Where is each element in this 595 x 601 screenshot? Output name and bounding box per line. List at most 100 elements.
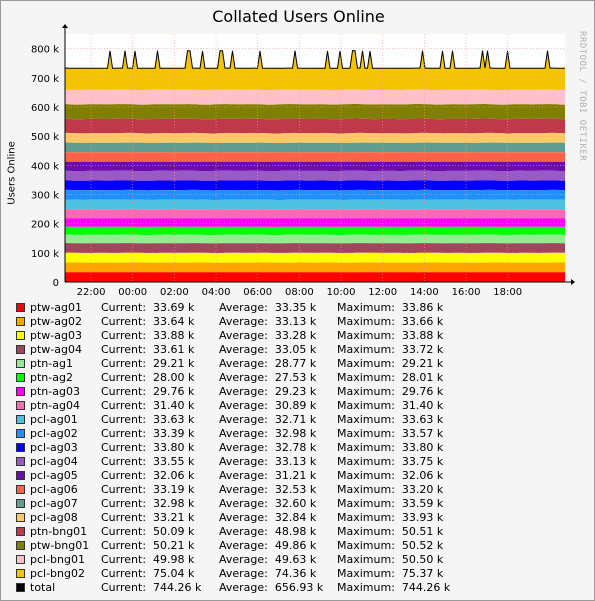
area-ptw-ag03	[65, 252, 565, 263]
area-ptn-bng01	[65, 118, 565, 134]
legend-swatch	[16, 359, 25, 368]
legend-current: Current: 33.63 k	[101, 413, 195, 426]
legend-row-pcl-ag02: pcl-ag02 Current: 33.39 k Average: 32.98 k…	[15, 427, 585, 441]
legend-name: ptn-bng01	[30, 525, 88, 538]
legend-average: Average: 29.23 k	[219, 385, 317, 398]
legend-current: Current: 33.39 k	[101, 427, 195, 440]
legend-row-ptn-ag03: ptn-ag03 Current: 29.76 k Average: 29.23 k…	[15, 385, 585, 399]
x-tick-label: 12:00	[368, 287, 397, 298]
legend-name: total	[30, 581, 56, 594]
x-tick-label: 18:00	[493, 287, 522, 298]
legend-name: pcl-ag04	[30, 455, 78, 468]
area-pcl-ag01	[65, 199, 565, 210]
y-tick-label: 0	[53, 278, 59, 289]
legend-current: Current: 33.64 k	[101, 315, 195, 328]
legend-name: ptn-ag04	[30, 399, 80, 412]
watermark: RRDTOOL / TOBI OETIKER	[577, 31, 587, 162]
legend-name: ptw-bng01	[30, 539, 90, 552]
y-tick-label: 700 k	[31, 74, 59, 85]
legend-current: Current: 29.76 k	[101, 385, 195, 398]
legend-row-pcl-ag05: pcl-ag05 Current: 32.06 k Average: 31.21 k…	[15, 469, 585, 483]
legend-swatch	[16, 317, 25, 326]
legend-maximum: Maximum: 50.52 k	[337, 539, 444, 552]
legend-average: Average: 49.63 k	[219, 553, 317, 566]
legend-average: Average: 27.53 k	[219, 371, 317, 384]
legend-name: pcl-ag08	[30, 511, 78, 524]
legend-maximum: Maximum: 33.93 k	[337, 511, 444, 524]
legend-maximum: Maximum: 33.63 k	[337, 413, 444, 426]
legend-row-pcl-ag01: pcl-ag01 Current: 33.63 k Average: 32.71 k…	[15, 413, 585, 427]
legend-maximum: Maximum: 33.66 k	[337, 315, 444, 328]
legend-name: ptw-ag02	[30, 315, 82, 328]
legend-maximum: Maximum: 33.88 k	[337, 329, 444, 342]
legend-average: Average: 32.60 k	[219, 497, 317, 510]
legend-current: Current: 31.40 k	[101, 399, 195, 412]
legend-maximum: Maximum: 744.26 k	[337, 581, 451, 594]
legend-name: pcl-ag06	[30, 483, 78, 496]
legend-current: Current: 33.61 k	[101, 343, 195, 356]
legend-name: pcl-ag05	[30, 469, 78, 482]
x-tick-label: 06:00	[243, 287, 272, 298]
legend-swatch	[16, 415, 25, 424]
y-axis-arrow	[62, 24, 68, 28]
x-tick-label: 04:00	[202, 287, 231, 298]
legend-maximum: Maximum: 28.01 k	[337, 371, 444, 384]
legend-maximum: Maximum: 50.51 k	[337, 525, 444, 538]
legend-average: Average: 33.35 k	[219, 301, 317, 314]
legend-maximum: Maximum: 33.20 k	[337, 483, 444, 496]
legend-average: Average: 32.53 k	[219, 483, 317, 496]
legend-average: Average: 33.28 k	[219, 329, 317, 342]
area-ptn-ag2	[65, 226, 565, 235]
y-tick-label: 800 k	[31, 45, 59, 56]
y-tick-label: 100 k	[31, 249, 59, 260]
legend-maximum: Maximum: 29.76 k	[337, 385, 444, 398]
y-tick-label: 600 k	[31, 103, 59, 114]
legend-row-ptw-bng01: ptw-bng01 Current: 50.21 k Average: 49.86 …	[15, 539, 585, 553]
legend-average: Average: 31.21 k	[219, 469, 317, 482]
x-tick-label: 08:00	[285, 287, 314, 298]
area-ptn-ag1	[65, 234, 565, 244]
legend-swatch	[16, 331, 25, 340]
legend: ptw-ag01 Current: 33.69 k Average: 33.35 k…	[15, 301, 585, 595]
legend-row-ptn-bng01: ptn-bng01 Current: 50.09 k Average: 48.98 …	[15, 525, 585, 539]
area-pcl-ag08	[65, 132, 565, 143]
legend-maximum: Maximum: 75.37 k	[337, 567, 444, 580]
legend-current: Current: 49.98 k	[101, 553, 195, 566]
legend-current: Current: 33.80 k	[101, 441, 195, 454]
legend-maximum: Maximum: 33.59 k	[337, 497, 444, 510]
legend-current: Current: 75.04 k	[101, 567, 195, 580]
area-ptw-ag01	[65, 272, 565, 282]
plot-area: 0 100 k 200 k 300 k 400 k 500 k 600 k 700 k 800 …	[31, 24, 575, 298]
legend-current: Current: 33.21 k	[101, 511, 195, 524]
legend-row-pcl-ag06: pcl-ag06 Current: 33.19 k Average: 32.53 k…	[15, 483, 585, 497]
legend-swatch	[16, 555, 25, 564]
legend-maximum: Maximum: 29.21 k	[337, 357, 444, 370]
legend-swatch	[16, 527, 25, 536]
legend-row-pcl-ag04: pcl-ag04 Current: 33.55 k Average: 33.13 k…	[15, 455, 585, 469]
chart-title: Collated Users Online	[212, 7, 385, 26]
legend-average: Average: 656.93 k	[219, 581, 324, 594]
area-ptw-bng01	[65, 104, 565, 120]
area-ptw-ag02	[65, 262, 565, 273]
legend-current: Current: 33.88 k	[101, 329, 195, 342]
legend-swatch	[16, 401, 25, 410]
legend-swatch	[16, 485, 25, 494]
legend-name: ptw-ag01	[30, 301, 82, 314]
legend-current: Current: 33.19 k	[101, 483, 195, 496]
legend-average: Average: 33.05 k	[219, 343, 317, 356]
legend-current: Current: 50.21 k	[101, 539, 195, 552]
legend-maximum: Maximum: 33.57 k	[337, 427, 444, 440]
legend-name: pcl-bng02	[30, 567, 85, 580]
legend-swatch	[16, 541, 25, 550]
legend-row-ptn-ag2: ptn-ag2 Current: 28.00 k Average: 27.53 k M…	[15, 371, 585, 385]
area-pcl-ag07	[65, 142, 565, 153]
legend-swatch	[16, 457, 25, 466]
x-tick-label: 22:00	[77, 287, 106, 298]
legend-row-ptn-ag04: ptn-ag04 Current: 31.40 k Average: 30.89 k…	[15, 399, 585, 413]
legend-name: ptn-ag03	[30, 385, 80, 398]
legend-current: Current: 50.09 k	[101, 525, 195, 538]
legend-row-pcl-bng02: pcl-bng02 Current: 75.04 k Average: 74.36 …	[15, 567, 585, 581]
legend-average: Average: 32.71 k	[219, 413, 317, 426]
legend-average: Average: 32.98 k	[219, 427, 317, 440]
